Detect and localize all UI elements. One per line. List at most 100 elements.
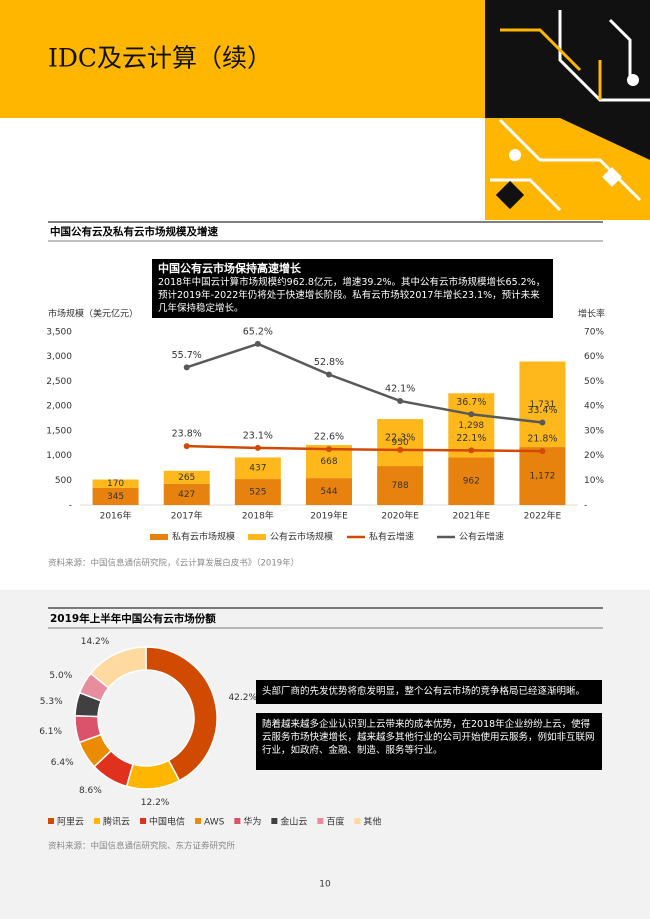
line	[186, 342, 543, 424]
callout-text: 2018年中国云计算市场规模约962.8亿元，增速39.2%。其中公有云市场规模…	[158, 277, 546, 314]
data-label: 5.3%	[40, 697, 63, 707]
data-label: 1,298	[458, 421, 484, 431]
y-tick-label: 500	[55, 476, 72, 486]
text-box: 随着越来越多企业认识到上云带来的成本优势，在2018年企业纷纷上云，使得云服务市…	[256, 713, 602, 770]
legend-swatch	[248, 534, 266, 540]
data-label: 962	[463, 477, 480, 487]
bar	[519, 361, 566, 448]
point	[468, 411, 475, 418]
x-tick-label: 2021年E	[452, 510, 490, 522]
bar	[92, 487, 139, 505]
bar	[234, 479, 281, 505]
point	[397, 397, 404, 404]
data-label: 1,172	[530, 472, 556, 482]
point	[183, 443, 190, 450]
legend-label: AWS	[204, 818, 225, 828]
source: 资料来源：中国信息通信研究院、东方证券研究所	[48, 841, 236, 852]
line	[186, 444, 543, 453]
bar	[163, 483, 210, 505]
x-tick-label: 2018年	[242, 510, 274, 522]
decor	[509, 149, 521, 161]
section-title: 中国公有云及私有云市场规模及增速	[50, 225, 218, 238]
data-label: 950	[392, 438, 409, 448]
data-label: 22.3%	[385, 432, 415, 443]
legend-label: 金山云	[280, 816, 307, 828]
data-label: 14.2%	[81, 637, 110, 647]
legend-label: 公有云增速	[459, 531, 504, 543]
legend-label: 阿里云	[57, 817, 84, 828]
pie-slice	[89, 646, 147, 689]
legend-label: 公有云市场规模	[270, 531, 333, 543]
data-label: 12.2%	[141, 798, 170, 808]
y2-tick-label: -	[584, 501, 587, 511]
legend-label: 腾讯云	[103, 816, 130, 828]
data-label: 170	[107, 479, 124, 489]
legend-label: 私有云增速	[369, 531, 414, 543]
page-number: 10	[319, 880, 331, 890]
bar	[163, 470, 210, 484]
bar	[377, 419, 424, 467]
y-axis-title: 市场规模（美元亿元）	[48, 308, 138, 320]
legend-label: 私有云市场规模	[172, 531, 235, 543]
y2-tick-label: 70%	[584, 328, 604, 338]
y-tick-label: 2,000	[46, 402, 72, 412]
point	[254, 444, 261, 451]
data-label: 65.2%	[243, 326, 273, 337]
x-tick-label: 2016年	[100, 510, 132, 522]
y2-tick-label: 30%	[584, 426, 604, 436]
data-label: 23.1%	[243, 430, 273, 441]
legend-swatch	[140, 818, 147, 824]
data-label: 36.7%	[456, 397, 486, 408]
legend-swatch	[354, 818, 361, 824]
x-tick-label: 2022年E	[524, 510, 562, 522]
data-label: 265	[178, 473, 195, 483]
y-tick-label: 3,500	[46, 328, 72, 338]
point	[397, 446, 404, 453]
data-label: 22.1%	[456, 433, 486, 444]
data-label: 5.0%	[49, 671, 72, 681]
page-title: IDC及云计算（续）	[48, 44, 272, 73]
legend-label: 其他	[363, 816, 381, 828]
data-label: 1,731	[530, 400, 556, 410]
data-label: 33.4%	[527, 405, 557, 416]
x-tick-label: 2019年E	[310, 510, 348, 522]
legend-label: 中国电信	[149, 816, 185, 828]
y-tick-label: 1,000	[46, 451, 72, 461]
point	[254, 340, 261, 347]
callout: 中国公有云市场保持高速增长 2018年中国云计算市场规模约962.8亿元，增速3…	[152, 259, 553, 318]
legend-swatch	[234, 818, 241, 824]
data-label: 6.4%	[51, 758, 74, 768]
y2-tick-label: 20%	[584, 451, 604, 461]
data-label: 544	[320, 487, 337, 497]
data-label: 55.7%	[172, 350, 202, 361]
bar	[234, 457, 281, 480]
bar	[448, 457, 495, 505]
data-label: 42.2%	[228, 693, 257, 703]
point	[326, 371, 332, 378]
y2-tick-label: 50%	[584, 377, 604, 387]
bar	[519, 447, 566, 505]
bar	[448, 393, 495, 458]
legend-swatch	[94, 818, 101, 824]
legend-swatch	[195, 818, 202, 824]
section-title: 2019年上半年中国公有云市场份额	[50, 612, 216, 625]
x-tick-label: 2017年	[171, 510, 203, 522]
legend-label: 百度	[326, 816, 344, 828]
source: 资料来源：中国信息通信研究院，《云计算发展白皮书》（2019年）	[48, 558, 299, 569]
callout-title: 中国公有云市场保持高速增长	[158, 262, 301, 275]
x-tick-label: 2020年E	[381, 510, 419, 522]
point	[326, 446, 332, 453]
y2-axis-title: 增长率	[578, 308, 605, 320]
legend-label: 华为	[243, 816, 261, 828]
legend-swatch	[48, 818, 54, 824]
data-label: 668	[320, 457, 337, 467]
circuit	[490, 10, 650, 212]
data-label: 345	[107, 492, 124, 502]
bar	[92, 479, 139, 488]
y2-tick-label: 40%	[584, 402, 604, 412]
y-tick-label: -	[69, 501, 72, 511]
legend-swatch	[317, 818, 324, 824]
data-label: 23.8%	[172, 429, 202, 440]
data-label: 6.1%	[39, 727, 62, 737]
